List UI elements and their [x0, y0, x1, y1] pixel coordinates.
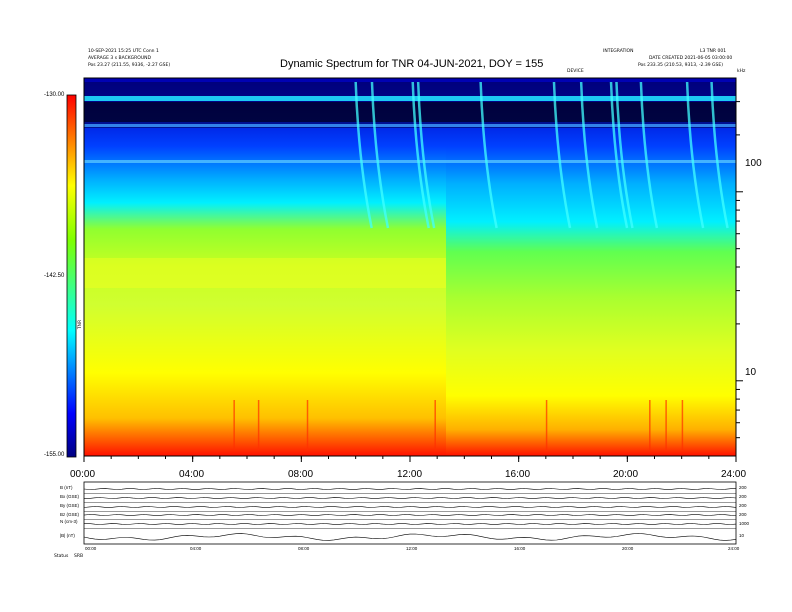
chart-title: Dynamic Spectrum for TNR 04-JUN-2021, DO…: [280, 58, 544, 70]
red-spike: [257, 400, 260, 450]
red-spike: [665, 400, 667, 450]
lower-panel-trace: [83, 506, 737, 508]
status-value: SRB: [74, 554, 84, 559]
y-tick-100: 100: [745, 158, 762, 169]
y-tick-10: 10: [745, 367, 757, 378]
burst-line: [615, 81, 634, 229]
red-spike: [681, 400, 684, 450]
x-tick-1600: 16:00: [505, 469, 531, 480]
lower-panel-label-2: Bx (GSE): [60, 494, 80, 499]
header-right-line2: DATE CREATED 2021-06-05 03:00:00: [649, 56, 733, 61]
header-right-code: L3 TNR 001: [700, 49, 727, 54]
lower-panel-right-3: 200: [739, 503, 747, 508]
x-axis-ticks: [83, 456, 737, 462]
colorbar-tick-bottom: -155.00: [44, 452, 65, 458]
yellow-band: [84, 258, 446, 288]
x-tick-1200: 12:00: [397, 469, 423, 480]
burst-line: [639, 81, 659, 229]
lower-x-tick-1200: 12:00: [406, 546, 418, 551]
red-spike: [545, 400, 548, 450]
lower-panel-trace: [83, 533, 737, 541]
burst-line: [609, 81, 629, 229]
burst-line: [685, 81, 705, 229]
lower-panel-right-4: 200: [739, 512, 747, 517]
y-axis-ticks: [736, 101, 743, 439]
black-band: [84, 102, 736, 122]
lower-panel-right-6: 10: [739, 533, 745, 538]
lower-panel-trace: [84, 523, 737, 525]
lower-panel-trace: [83, 488, 737, 490]
blue-line: [84, 124, 736, 127]
lower-x-tick-2000: 20:00: [622, 546, 634, 551]
lower-panel-right-1: 200: [739, 485, 747, 490]
lower-panel-label-6: |B| (nT): [60, 533, 75, 538]
x-tick-0000: 00:00: [70, 469, 96, 480]
lower-panel-trace: [84, 497, 737, 499]
lower-x-tick-0400: 04:00: [190, 546, 202, 551]
burst-line: [710, 81, 729, 229]
red-spike: [306, 400, 309, 450]
colorbar: [66, 94, 77, 458]
lower-panel-label-3: By (GSE): [60, 503, 80, 508]
spectrum-region-late: [446, 78, 736, 456]
x-tick-0400: 04:00: [179, 469, 205, 480]
burst-line: [354, 81, 373, 229]
header-left-line1: 10-SEP-2021 15:25 UTC Conn 1: [88, 49, 159, 54]
cyan-line-1: [84, 96, 736, 101]
lower-panel-label-1: B (nT): [60, 485, 73, 490]
status-label: Status: [54, 554, 69, 559]
lower-x-tick-0000: 00:00: [85, 546, 97, 551]
header-left-line2: AVERAGE 3 s BACKGROUND: [88, 56, 151, 61]
header-right-line1: INTEGRATION: [603, 49, 634, 54]
colorbar-tick-top: -130.00: [44, 92, 65, 98]
lower-panel-label-5: N (cm-3): [60, 519, 78, 524]
lower-panel-right-2: 200: [739, 494, 747, 499]
burst-line: [579, 81, 599, 229]
colorbar-tick-mid: -142.50: [44, 273, 65, 279]
header-mid-marker: DEVICE: [567, 69, 584, 74]
lower-x-tick-2400: 24:00: [728, 546, 740, 551]
red-spike: [434, 400, 436, 450]
lower-panel-lines: [83, 488, 737, 541]
header-corner-mark: kHz: [737, 69, 746, 74]
header-right-line3: Pos 233.35 (210.53, 9313, -2.39 GSE): [638, 63, 723, 68]
lower-panels-frame: [83, 481, 737, 545]
x-tick-0800: 08:00: [288, 469, 314, 480]
cyan-line-2: [84, 160, 736, 163]
lower-x-tick-0800: 08:00: [298, 546, 310, 551]
burst-lines: [233, 81, 729, 450]
lower-panel-right-5: 1000: [739, 521, 750, 526]
lower-x-tick-1600: 16:00: [514, 546, 526, 551]
lower-panel-trace: [83, 514, 737, 516]
burst-line: [479, 81, 498, 229]
red-spike: [649, 400, 651, 450]
header-left-line3: Pos 23.27 (211.55, 9336, -2.27 GSE): [88, 63, 171, 68]
burst-line: [416, 81, 436, 229]
burst-line: [411, 81, 430, 229]
lower-panel-label-4: Bz (GSE): [60, 512, 80, 517]
burst-line: [552, 81, 572, 229]
x-tick-2000: 20:00: [613, 469, 639, 480]
burst-line: [370, 81, 390, 229]
x-tick-2400: 24:00: [721, 469, 747, 480]
red-spike: [233, 400, 235, 450]
